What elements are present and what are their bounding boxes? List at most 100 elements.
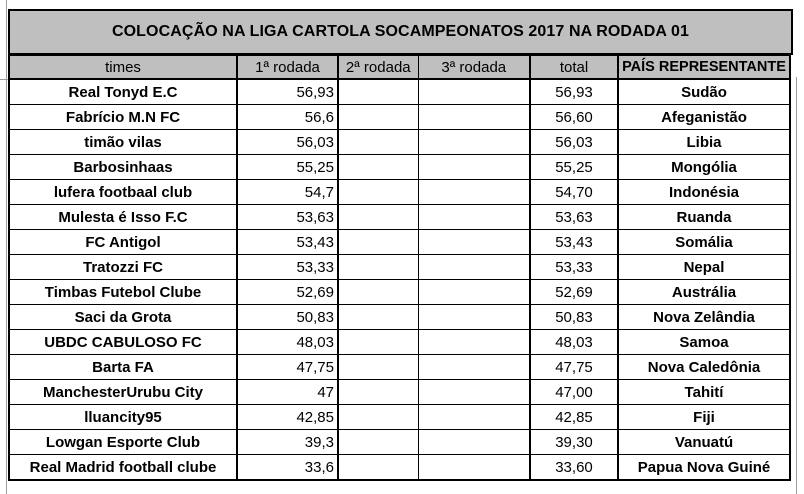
cell-team-name[interactable]: UBDC CABULOSO FC	[8, 329, 238, 355]
cell-team-name[interactable]: ManchesterUrubu City	[8, 379, 238, 405]
cell-country[interactable]: Sudão	[617, 78, 791, 105]
cell-country[interactable]: Vanuatú	[617, 429, 791, 455]
cell-team-name[interactable]: Tratozzi FC	[8, 254, 238, 280]
cell-round-1[interactable]: 53,33	[236, 254, 339, 280]
cell-round-1[interactable]: 54,7	[236, 179, 339, 205]
cell-round-3[interactable]	[417, 304, 531, 330]
cell-round-1[interactable]: 48,03	[236, 329, 339, 355]
cell-total[interactable]: 42,85	[529, 404, 619, 430]
cell-total[interactable]: 56,03	[529, 129, 619, 155]
cell-country[interactable]: Samoa	[617, 329, 791, 355]
cell-team-name[interactable]: timão vilas	[8, 129, 238, 155]
cell-team-name[interactable]: Timbas Futebol Clube	[8, 279, 238, 305]
header-total[interactable]: total	[529, 55, 619, 80]
cell-round-3[interactable]	[417, 429, 531, 455]
cell-country[interactable]: Libia	[617, 129, 791, 155]
cell-round-1[interactable]: 55,25	[236, 154, 339, 180]
cell-round-3[interactable]	[417, 104, 531, 130]
cell-round-3[interactable]	[417, 154, 531, 180]
cell-team-name[interactable]: Real Tonyd E.C	[8, 78, 238, 105]
cell-country[interactable]: Tahití	[617, 379, 791, 405]
cell-round-1[interactable]: 56,6	[236, 104, 339, 130]
cell-round-2[interactable]	[337, 78, 419, 105]
cell-round-2[interactable]	[337, 279, 419, 305]
cell-team-name[interactable]: Mulesta é Isso F.C	[8, 204, 238, 230]
cell-team-name[interactable]: FC Antigol	[8, 229, 238, 255]
cell-country[interactable]: Ruanda	[617, 204, 791, 230]
cell-round-1[interactable]: 52,69	[236, 279, 339, 305]
cell-team-name[interactable]: Barta FA	[8, 354, 238, 380]
cell-country[interactable]: Nepal	[617, 254, 791, 280]
cell-round-2[interactable]	[337, 104, 419, 130]
cell-round-3[interactable]	[417, 454, 531, 481]
cell-team-name[interactable]: Lowgan Esporte Club	[8, 429, 238, 455]
cell-total[interactable]: 53,33	[529, 254, 619, 280]
cell-team-name[interactable]: Real Madrid football clube	[8, 454, 238, 481]
cell-round-2[interactable]	[337, 379, 419, 405]
cell-country[interactable]: Afeganistão	[617, 104, 791, 130]
cell-round-3[interactable]	[417, 404, 531, 430]
cell-round-1[interactable]: 33,6	[236, 454, 339, 481]
cell-round-2[interactable]	[337, 454, 419, 481]
cell-total[interactable]: 53,43	[529, 229, 619, 255]
cell-round-1[interactable]: 50,83	[236, 304, 339, 330]
header-round-1[interactable]: 1ª rodada	[236, 55, 339, 80]
cell-total[interactable]: 47,75	[529, 354, 619, 380]
cell-round-1[interactable]: 47	[236, 379, 339, 405]
cell-round-1[interactable]: 56,03	[236, 129, 339, 155]
cell-round-3[interactable]	[417, 254, 531, 280]
cell-round-3[interactable]	[417, 204, 531, 230]
cell-round-3[interactable]	[417, 379, 531, 405]
table-title-cell[interactable]: COLOCAÇÃO NA LIGA CARTOLA SOCAMPEONATOS …	[8, 9, 793, 55]
cell-round-3[interactable]	[417, 129, 531, 155]
cell-round-3[interactable]	[417, 279, 531, 305]
cell-country[interactable]: Austrália	[617, 279, 791, 305]
cell-total[interactable]: 50,83	[529, 304, 619, 330]
cell-country[interactable]: Nova Caledônia	[617, 354, 791, 380]
cell-total[interactable]: 52,69	[529, 279, 619, 305]
cell-team-name[interactable]: Saci da Grota	[8, 304, 238, 330]
cell-round-2[interactable]	[337, 179, 419, 205]
cell-round-2[interactable]	[337, 254, 419, 280]
cell-country[interactable]: Indonésia	[617, 179, 791, 205]
cell-country[interactable]: Somália	[617, 229, 791, 255]
cell-round-2[interactable]	[337, 229, 419, 255]
cell-country[interactable]: Nova Zelândia	[617, 304, 791, 330]
header-pais-representante[interactable]: PAÍS REPRESENTANTE	[617, 55, 791, 80]
cell-round-1[interactable]: 56,93	[236, 78, 339, 105]
cell-team-name[interactable]: Fabrício M.N FC	[8, 104, 238, 130]
cell-round-2[interactable]	[337, 204, 419, 230]
cell-round-2[interactable]	[337, 354, 419, 380]
cell-team-name[interactable]: lufera footbaal club	[8, 179, 238, 205]
cell-round-1[interactable]: 53,63	[236, 204, 339, 230]
cell-round-3[interactable]	[417, 78, 531, 105]
cell-round-1[interactable]: 53,43	[236, 229, 339, 255]
cell-round-3[interactable]	[417, 354, 531, 380]
cell-team-name[interactable]: lluancity95	[8, 404, 238, 430]
cell-round-3[interactable]	[417, 329, 531, 355]
cell-total[interactable]: 33,60	[529, 454, 619, 481]
cell-total[interactable]: 39,30	[529, 429, 619, 455]
header-round-3[interactable]: 3ª rodada	[417, 55, 531, 80]
cell-country[interactable]: Mongólia	[617, 154, 791, 180]
cell-round-1[interactable]: 42,85	[236, 404, 339, 430]
cell-country[interactable]: Fiji	[617, 404, 791, 430]
cell-total[interactable]: 55,25	[529, 154, 619, 180]
cell-total[interactable]: 48,03	[529, 329, 619, 355]
cell-round-2[interactable]	[337, 129, 419, 155]
cell-round-1[interactable]: 47,75	[236, 354, 339, 380]
cell-round-3[interactable]	[417, 179, 531, 205]
cell-total[interactable]: 54,70	[529, 179, 619, 205]
cell-total[interactable]: 56,60	[529, 104, 619, 130]
cell-total[interactable]: 47,00	[529, 379, 619, 405]
cell-round-1[interactable]: 39,3	[236, 429, 339, 455]
cell-round-2[interactable]	[337, 304, 419, 330]
cell-round-2[interactable]	[337, 329, 419, 355]
cell-round-2[interactable]	[337, 429, 419, 455]
cell-total[interactable]: 56,93	[529, 78, 619, 105]
cell-round-2[interactable]	[337, 404, 419, 430]
header-times[interactable]: times	[8, 55, 238, 80]
cell-country[interactable]: Papua Nova Guiné	[617, 454, 791, 481]
cell-total[interactable]: 53,63	[529, 204, 619, 230]
header-round-2[interactable]: 2ª rodada	[337, 55, 419, 80]
